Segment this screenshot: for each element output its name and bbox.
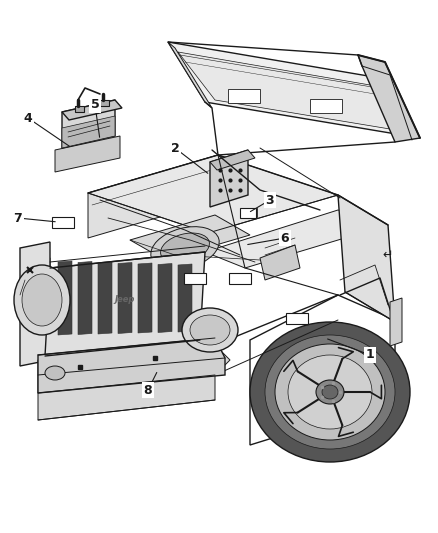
Text: 6: 6 bbox=[281, 231, 290, 245]
Polygon shape bbox=[118, 262, 132, 334]
Polygon shape bbox=[88, 155, 218, 238]
Polygon shape bbox=[358, 55, 420, 142]
Polygon shape bbox=[260, 245, 300, 280]
Polygon shape bbox=[168, 42, 420, 138]
Polygon shape bbox=[88, 155, 338, 233]
Ellipse shape bbox=[151, 227, 219, 269]
Text: 2: 2 bbox=[171, 141, 180, 155]
Polygon shape bbox=[178, 264, 192, 332]
Polygon shape bbox=[62, 100, 115, 148]
Polygon shape bbox=[98, 262, 112, 334]
Polygon shape bbox=[168, 42, 212, 108]
Bar bbox=[310, 99, 342, 113]
Ellipse shape bbox=[322, 385, 338, 399]
Ellipse shape bbox=[14, 265, 70, 335]
Bar bbox=[52, 217, 74, 228]
Bar bbox=[243, 208, 257, 217]
Ellipse shape bbox=[250, 322, 410, 462]
Polygon shape bbox=[210, 150, 248, 207]
Ellipse shape bbox=[22, 274, 62, 326]
Ellipse shape bbox=[265, 335, 395, 449]
Polygon shape bbox=[178, 52, 408, 132]
Polygon shape bbox=[158, 263, 172, 333]
Polygon shape bbox=[138, 263, 152, 333]
Bar bbox=[240, 208, 256, 218]
Bar bbox=[100, 100, 109, 106]
Text: Jeep: Jeep bbox=[115, 295, 135, 304]
Polygon shape bbox=[45, 252, 205, 356]
Text: ↵: ↵ bbox=[383, 248, 393, 262]
Bar bbox=[286, 313, 308, 324]
Ellipse shape bbox=[161, 233, 209, 263]
Polygon shape bbox=[38, 338, 225, 393]
Text: 5: 5 bbox=[91, 99, 99, 111]
Text: 1: 1 bbox=[366, 349, 374, 361]
Polygon shape bbox=[130, 215, 250, 260]
Polygon shape bbox=[205, 210, 388, 268]
Polygon shape bbox=[338, 195, 395, 322]
Polygon shape bbox=[38, 345, 230, 420]
Ellipse shape bbox=[190, 315, 230, 345]
Polygon shape bbox=[58, 261, 72, 335]
Ellipse shape bbox=[182, 308, 238, 352]
Text: 7: 7 bbox=[14, 212, 22, 224]
Polygon shape bbox=[62, 116, 115, 148]
Bar bbox=[184, 273, 206, 284]
Polygon shape bbox=[210, 150, 255, 170]
Text: 3: 3 bbox=[266, 193, 274, 206]
Text: 4: 4 bbox=[24, 111, 32, 125]
Polygon shape bbox=[78, 262, 92, 335]
Polygon shape bbox=[20, 242, 50, 366]
Polygon shape bbox=[55, 136, 120, 172]
Ellipse shape bbox=[316, 380, 344, 404]
Ellipse shape bbox=[275, 344, 385, 440]
Polygon shape bbox=[62, 100, 122, 120]
Polygon shape bbox=[390, 298, 402, 346]
Text: 8: 8 bbox=[144, 384, 152, 397]
Bar bbox=[229, 273, 251, 284]
Polygon shape bbox=[28, 258, 50, 360]
Bar bbox=[75, 106, 84, 112]
Ellipse shape bbox=[45, 366, 65, 380]
Ellipse shape bbox=[288, 355, 372, 429]
Bar bbox=[228, 89, 260, 103]
